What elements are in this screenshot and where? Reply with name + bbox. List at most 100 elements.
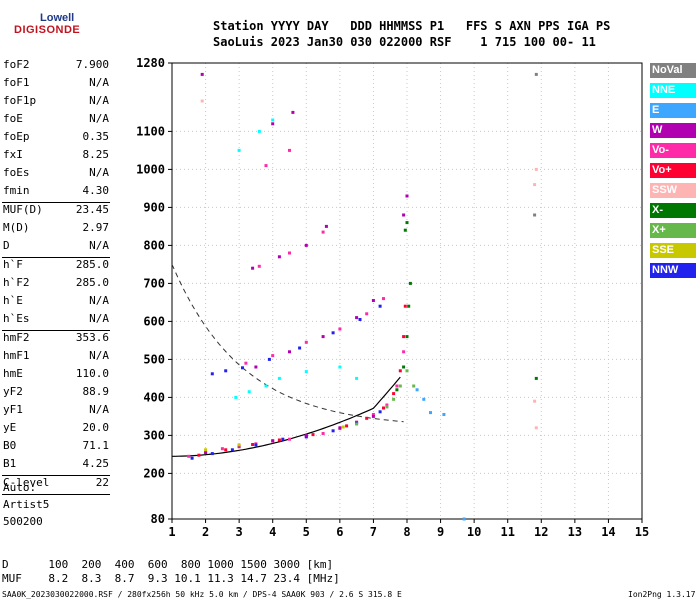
- x-tick-label: 15: [635, 525, 649, 539]
- data-point: [385, 403, 389, 407]
- x-tick-label: 5: [303, 525, 310, 539]
- param-row: B1 4.25: [0, 457, 112, 475]
- param-row: foF1p N/A: [0, 94, 112, 112]
- y-tick-label: 900: [143, 200, 165, 214]
- param-label: D: [3, 239, 10, 252]
- param-value: 285.0: [75, 258, 109, 271]
- param-value: 88.9: [82, 385, 110, 398]
- param-label: B1: [3, 457, 17, 470]
- param-label: foE: [3, 112, 23, 125]
- data-point: [331, 429, 335, 433]
- data-point: [422, 397, 426, 401]
- data-point: [200, 99, 204, 103]
- param-value: 8.25: [82, 148, 110, 161]
- legend-item: SSE: [650, 243, 696, 258]
- y-tick-label: 1000: [136, 162, 165, 176]
- footer-version: Ion2Png 1.3.17: [628, 590, 696, 599]
- data-point: [304, 370, 308, 374]
- x-tick-label: 12: [534, 525, 548, 539]
- data-point: [355, 316, 359, 320]
- param-row: M(D) 2.97: [0, 221, 112, 239]
- data-point: [408, 281, 412, 285]
- param-row: hmE 110.0: [0, 367, 112, 385]
- param-row: B0 71.1: [0, 439, 112, 457]
- data-point: [415, 388, 419, 392]
- data-point: [224, 369, 228, 373]
- param-value: N/A: [89, 403, 109, 416]
- data-point: [197, 453, 201, 457]
- data-point: [304, 433, 308, 437]
- data-point: [365, 312, 369, 316]
- scaled-parameters-panel: foF2 7.900 foF1 N/A foF1p N/A foE N/A foEp 0.35 fx…: [0, 58, 112, 495]
- data-point: [405, 335, 409, 339]
- data-point: [402, 213, 406, 217]
- param-label: foF1: [3, 76, 30, 89]
- data-point: [533, 213, 537, 217]
- data-point: [378, 410, 382, 414]
- param-value: 0.35: [82, 130, 110, 143]
- param-value: N/A: [89, 239, 109, 252]
- param-row: h`E N/A: [0, 294, 112, 312]
- data-point: [271, 122, 275, 126]
- data-point: [371, 299, 375, 302]
- logo-digisonde: DIGISONDE: [14, 24, 81, 36]
- x-tick-label: 14: [601, 525, 615, 539]
- param-label: foEp: [3, 130, 30, 143]
- param-label: yF2: [3, 385, 23, 398]
- data-point: [407, 304, 411, 308]
- param-value: 22: [95, 476, 109, 489]
- data-point: [204, 448, 208, 452]
- data-point: [241, 366, 244, 370]
- param-row: foF2 7.900: [0, 58, 112, 76]
- data-point: [395, 384, 399, 388]
- data-point: [533, 399, 537, 403]
- density-profile-curve: [171, 264, 404, 423]
- data-point: [355, 422, 359, 426]
- param-label: yE: [3, 421, 17, 434]
- data-point: [321, 335, 325, 339]
- data-point: [462, 517, 466, 521]
- data-point: [405, 369, 409, 373]
- y-tick-label: 700: [143, 276, 165, 290]
- data-point: [237, 148, 241, 152]
- param-label: B0: [3, 439, 17, 452]
- data-point: [534, 426, 538, 430]
- y-tick-label: 800: [143, 238, 165, 252]
- param-separator: [2, 330, 110, 331]
- param-value: N/A: [89, 294, 109, 307]
- header-line-1: Station YYYY DAY DDD HHMMSS P1 FFS S AXN…: [213, 19, 611, 33]
- polarization-legend: NoVal NNE E W Vo- Vo+ SSW X- X+ SSE NNW: [650, 63, 696, 283]
- data-point: [338, 426, 342, 430]
- data-point: [412, 384, 416, 388]
- param-row: D N/A: [0, 239, 112, 257]
- param-separator: [2, 494, 110, 495]
- param-label: fmin: [3, 184, 30, 197]
- data-point: [234, 395, 238, 399]
- param-row: h`Es N/A: [0, 312, 112, 330]
- param-separator: [2, 475, 110, 476]
- data-point: [534, 376, 538, 380]
- x-tick-label: 2: [202, 525, 209, 539]
- y-tick-label: 1280: [136, 56, 165, 70]
- param-value: 2.97: [82, 221, 110, 234]
- x-tick-label: 6: [336, 525, 343, 539]
- distance-values: 100 200 400 600 800 1000 1500 3000 [km]: [48, 558, 334, 571]
- param-row: foEp 0.35: [0, 130, 112, 148]
- data-point: [247, 390, 251, 394]
- data-point: [244, 361, 248, 365]
- data-point: [405, 221, 409, 225]
- data-point: [288, 350, 291, 354]
- param-value: N/A: [89, 76, 109, 89]
- data-point: [345, 424, 349, 428]
- x-tick-label: 13: [568, 525, 582, 539]
- data-point: [230, 448, 234, 452]
- muf-values: 8.2 8.3 8.7 9.3 10.1 11.3 14.7 23.4 [MHz…: [48, 572, 340, 585]
- data-point: [210, 452, 214, 456]
- param-value: N/A: [89, 94, 109, 107]
- param-value: N/A: [89, 166, 109, 179]
- legend-item: NNW: [650, 263, 696, 278]
- muf-row: MUF 8.2 8.3 8.7 9.3 10.1 11.3 14.7 23.4 …: [2, 572, 340, 585]
- param-label: h`F2: [3, 276, 30, 289]
- legend-item: X-: [650, 203, 696, 218]
- y-tick-label: 400: [143, 390, 165, 404]
